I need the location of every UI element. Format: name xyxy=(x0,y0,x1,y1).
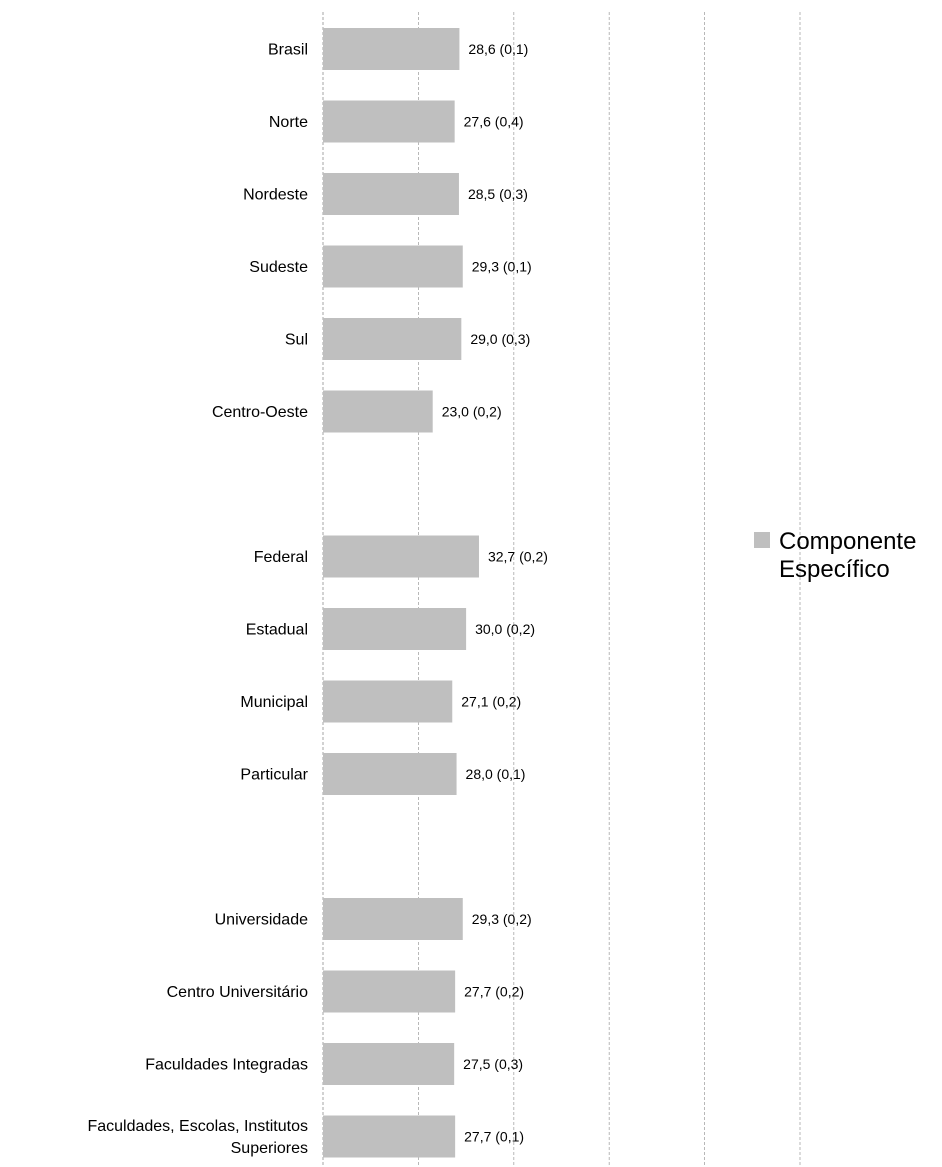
data-label: 29,3 (0,1) xyxy=(472,259,532,275)
data-label: 27,6 (0,4) xyxy=(464,114,524,130)
category-label: Federal xyxy=(254,549,308,566)
data-label: 28,5 (0,3) xyxy=(468,186,528,202)
data-label: 28,6 (0,1) xyxy=(468,41,528,57)
bar xyxy=(323,173,459,215)
category-label: Norte xyxy=(269,114,308,131)
category-label: Centro Universitário xyxy=(167,984,308,1001)
bar xyxy=(323,100,455,143)
category-label: Faculdades, Escolas, Institutos Superiore… xyxy=(87,1118,308,1157)
category-label: Centro-Oeste xyxy=(212,404,308,421)
bar xyxy=(323,753,457,795)
data-label: 32,7 (0,2) xyxy=(488,549,548,565)
category-label: Sudeste xyxy=(249,259,308,276)
data-label: 28,0 (0,1) xyxy=(466,766,526,782)
data-label: 23,0 (0,2) xyxy=(442,404,502,420)
data-label: 27,1 (0,2) xyxy=(461,694,521,710)
bar xyxy=(323,245,463,288)
bar xyxy=(323,535,479,578)
data-label: 27,7 (0,2) xyxy=(464,984,524,1000)
bar xyxy=(323,28,460,70)
bar xyxy=(323,1043,455,1085)
legend-label: Componente Específico xyxy=(779,528,916,583)
bar xyxy=(323,1115,456,1158)
data-label: 29,3 (0,2) xyxy=(472,911,532,927)
bar xyxy=(323,898,463,940)
legend: Componente Específico xyxy=(754,528,916,583)
bar xyxy=(323,608,467,650)
bar xyxy=(323,970,456,1013)
data-label: 29,0 (0,3) xyxy=(470,331,530,347)
category-label: Estadual xyxy=(246,622,308,639)
category-label: Faculdades Integradas xyxy=(145,1057,308,1074)
bar xyxy=(323,318,462,360)
bar xyxy=(323,680,453,723)
legend-swatch xyxy=(754,532,770,548)
category-label: Universidade xyxy=(215,912,308,929)
data-label: 27,7 (0,1) xyxy=(464,1129,524,1145)
bar xyxy=(323,390,433,433)
category-label: Sul xyxy=(285,332,308,349)
data-label: 30,0 (0,2) xyxy=(475,621,535,637)
data-labels: 28,6 (0,1) 27,6 (0,4) 28,5 (0,3) 29,3 (0,1)… xyxy=(442,41,548,1145)
bars xyxy=(323,28,479,1158)
data-label: 27,5 (0,3) xyxy=(463,1056,523,1072)
category-labels: Brasil Norte Nordeste Sudeste Sul Centro-Oest… xyxy=(87,42,308,1158)
category-label: Municipal xyxy=(240,694,308,711)
category-label: Particular xyxy=(240,767,308,784)
category-label: Brasil xyxy=(268,42,308,59)
category-label: Nordeste xyxy=(243,187,308,204)
